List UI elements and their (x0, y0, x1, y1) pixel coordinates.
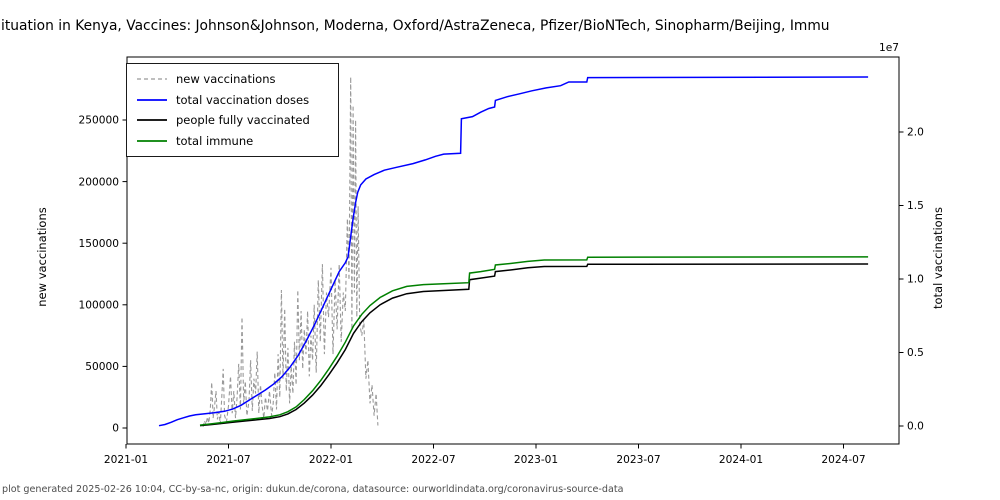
y-left-tick-label: 150000 (79, 238, 120, 250)
legend-item-label: total vaccination doses (176, 92, 310, 107)
legend-item-label: people fully vaccinated (176, 113, 310, 128)
x-tick-label: 2023-07 (616, 454, 660, 466)
legend-line-sample (137, 98, 167, 101)
legend-line-sample (137, 139, 167, 142)
y-right-tick-label: 0.5 (907, 347, 924, 359)
y-left-tick-label: 0 (112, 423, 119, 435)
y-right-tick-label: 1.0 (907, 274, 924, 286)
x-tick-label: 2024-07 (821, 454, 865, 466)
legend-item-1: total vaccination doses (136, 90, 330, 111)
footer-attribution: plot generated 2025-02-26 10:04, CC-by-s… (2, 484, 624, 495)
y-right-tick-label: 1.5 (907, 200, 924, 212)
x-tick-label: 2023-01 (514, 454, 558, 466)
legend-item-0: new vaccinations (136, 69, 330, 90)
y-right-axis-title: total vaccinations (931, 207, 945, 309)
series-line-3 (199, 256, 869, 426)
y-left-tick-label: 200000 (79, 176, 120, 188)
x-tick-label: 2024-01 (719, 454, 763, 466)
series-line-2 (199, 263, 869, 427)
legend-item-2: people fully vaccinated (136, 110, 330, 131)
y-left-tick-label: 250000 (79, 115, 120, 127)
y-right-tick-label: 2.0 (907, 127, 924, 139)
y-right-offset-label: 1e7 (879, 42, 899, 54)
legend-item-label: new vaccinations (176, 72, 276, 87)
plot-border (126, 56, 900, 445)
series-layer (158, 76, 869, 428)
chart-title: ituation in Kenya, Vaccines: Johnson&Joh… (1, 18, 830, 34)
y-left-tick-label: 100000 (79, 300, 120, 312)
series-line-0 (202, 76, 379, 428)
y-left-axis-title: new vaccinations (35, 207, 49, 306)
legend-box: new vaccinations total vaccination doses p… (126, 63, 339, 157)
legend-line-sample (137, 119, 167, 122)
x-tick-label: 2022-01 (309, 454, 353, 466)
legend-item-3: total immune (136, 131, 330, 152)
x-tick-label: 2021-07 (206, 454, 250, 466)
series-line-1 (158, 76, 869, 427)
legend-line-sample (137, 78, 167, 80)
x-tick-label: 2022-07 (411, 454, 455, 466)
y-left-tick-label: 50000 (85, 361, 119, 373)
x-tick-label: 2021-01 (104, 454, 148, 466)
y-right-tick-label: 0.0 (907, 421, 924, 433)
legend-item-label: total immune (176, 133, 254, 148)
